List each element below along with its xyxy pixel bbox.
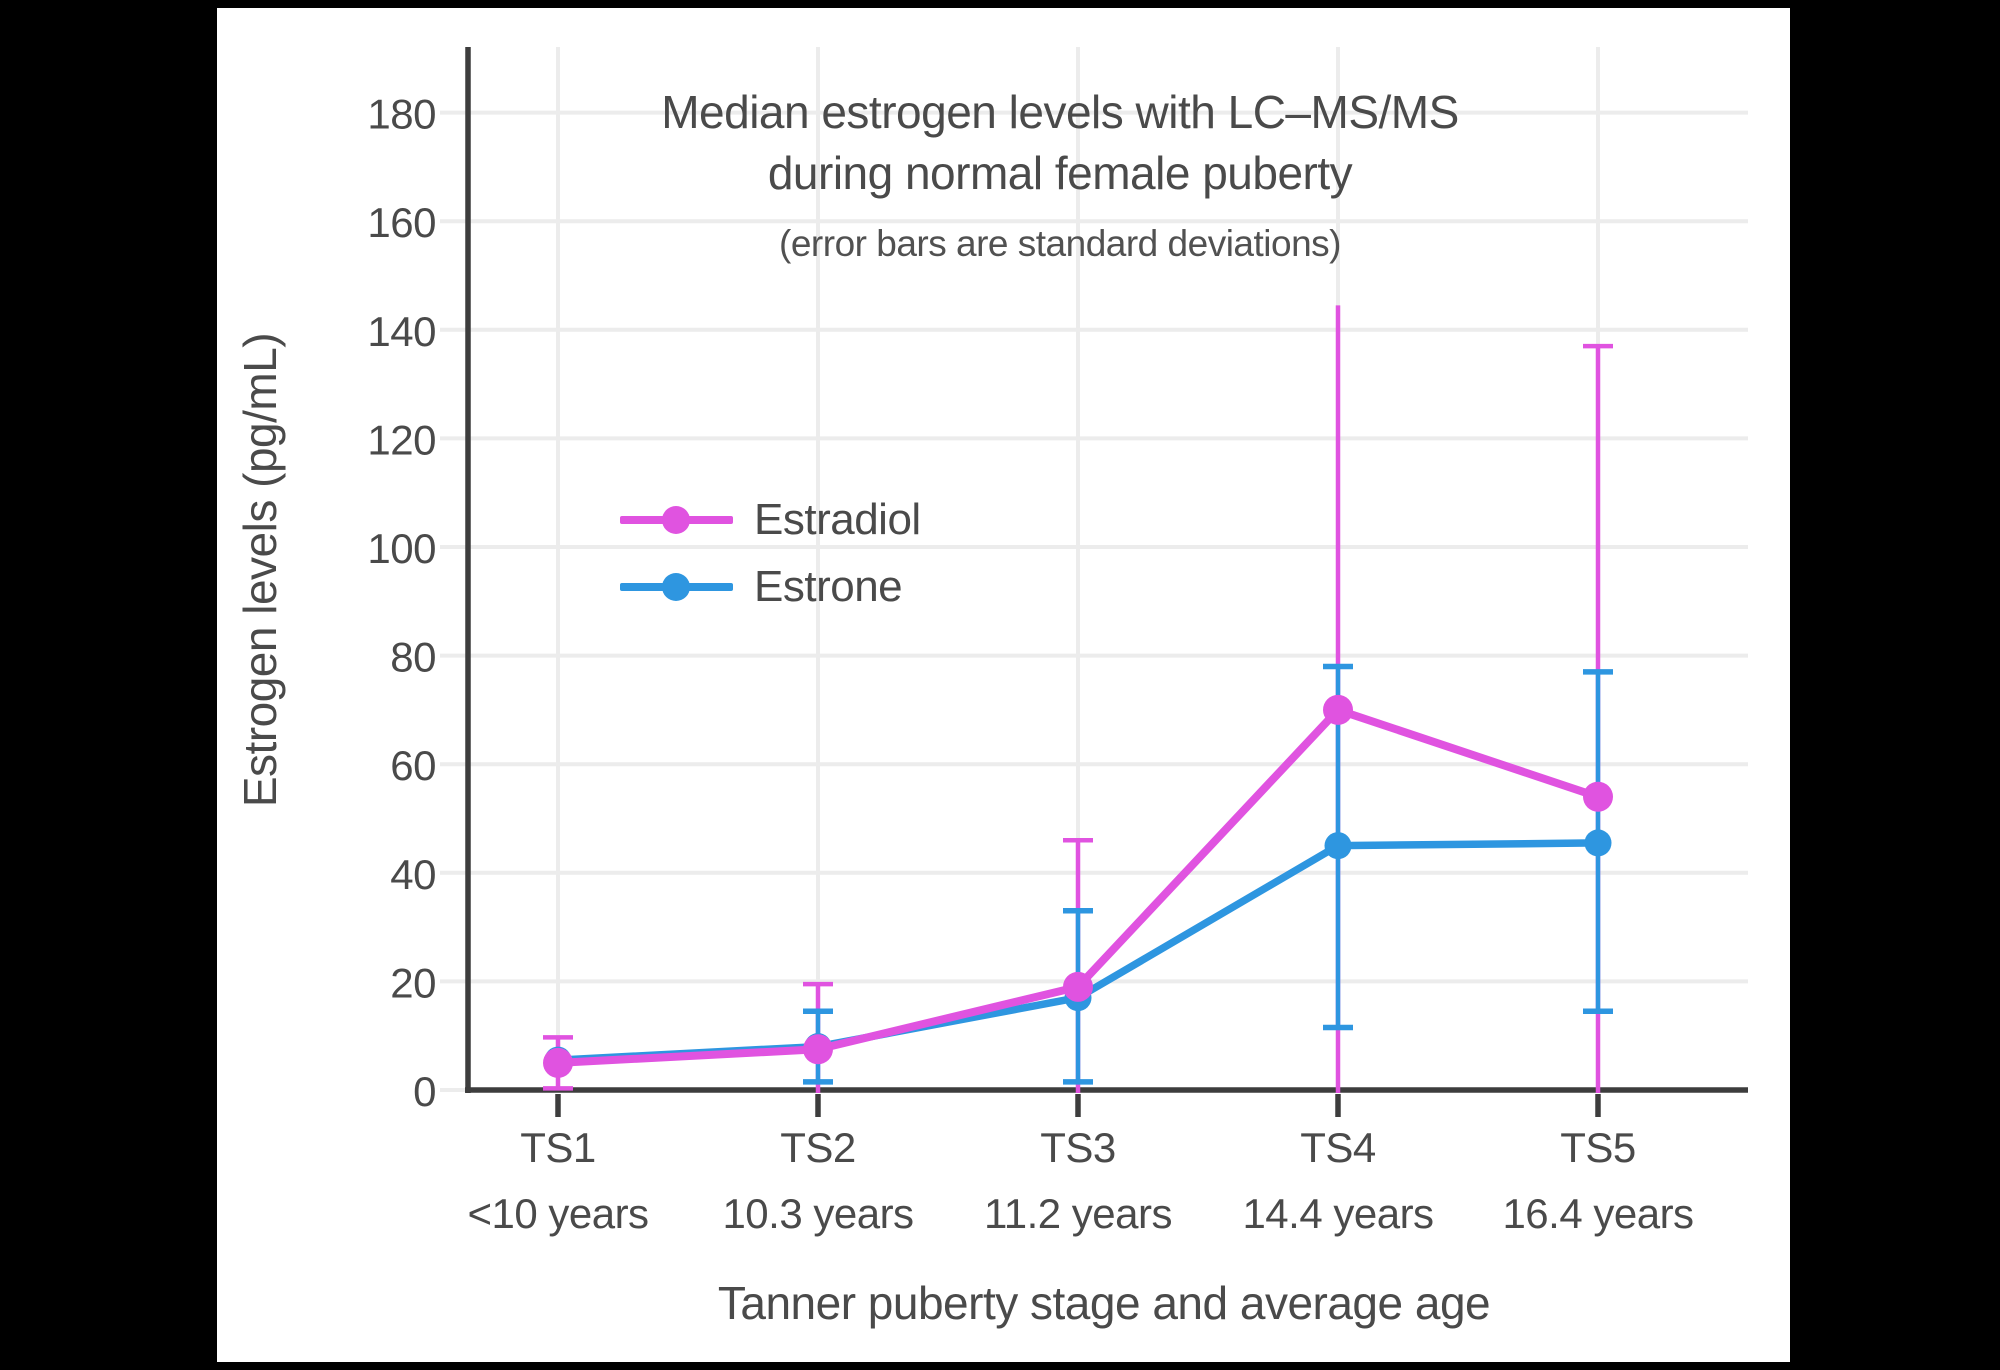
estradiol-data-point — [1323, 694, 1353, 725]
y-axis-title: Estrogen levels (pg/mL) — [234, 332, 286, 808]
estrone-data-point — [1324, 832, 1352, 860]
y-tick-label: 120 — [367, 416, 436, 463]
y-tick-label: 160 — [367, 199, 436, 246]
y-tick-label: 180 — [367, 91, 436, 138]
y-tick-label: 0 — [413, 1068, 436, 1115]
estradiol-data-point — [1583, 781, 1613, 812]
x-age-label: 16.4 years — [1502, 1190, 1693, 1237]
estradiol-data-point — [543, 1047, 573, 1078]
x-tick-label: TS3 — [1040, 1124, 1116, 1171]
estradiol-data-point — [1063, 971, 1093, 1002]
y-tick-label: 40 — [390, 851, 436, 898]
y-tick-label: 20 — [390, 959, 436, 1006]
x-age-label: <10 years — [467, 1190, 648, 1237]
y-tick-label: 60 — [390, 742, 436, 789]
x-tick-label: TS5 — [1560, 1124, 1636, 1171]
legend-label-estrone: Estrone — [754, 561, 903, 611]
legend-label-estradiol: Estradiol — [754, 494, 921, 544]
chart-title-line2: during normal female puberty — [767, 147, 1353, 199]
y-tick-label: 80 — [390, 634, 436, 681]
estradiol-data-point — [803, 1034, 833, 1065]
legend: Estradiol Estrone — [620, 486, 921, 620]
legend-item-estrone: Estrone — [620, 553, 921, 620]
x-tick-label: TS2 — [780, 1124, 856, 1171]
chart-subtitle: (error bars are standard deviations) — [779, 223, 1341, 264]
chart-title: Median estrogen levels with LC–MS/MS — [661, 86, 1459, 138]
x-age-label: 11.2 years — [984, 1190, 1172, 1237]
x-tick-label: TS4 — [1300, 1124, 1376, 1171]
estrone-data-point — [1584, 829, 1612, 857]
chart-canvas — [217, 8, 1790, 1362]
estrone-line-marker-icon — [620, 572, 733, 601]
y-tick-label: 100 — [367, 525, 436, 572]
legend-item-estradiol: Estradiol — [620, 486, 921, 553]
y-tick-label: 140 — [367, 308, 436, 355]
x-axis-title: Tanner puberty stage and average age — [717, 1277, 1491, 1329]
x-tick-label: TS1 — [520, 1124, 596, 1171]
estradiol-line-marker-icon — [620, 505, 733, 534]
chart-title-block: Median estrogen levels with LC–MS/MS dur… — [360, 82, 1760, 266]
x-age-label: 14.4 years — [1242, 1190, 1433, 1237]
x-age-label: 10.3 years — [722, 1190, 913, 1237]
